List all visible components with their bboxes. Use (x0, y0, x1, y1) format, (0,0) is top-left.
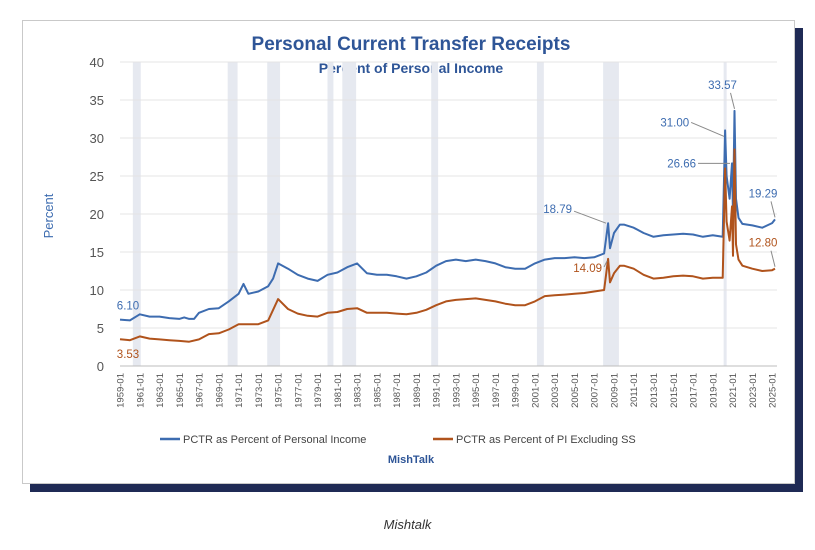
y-tick-label: 20 (90, 207, 104, 222)
x-tick-label: 1965-01 (175, 373, 186, 408)
x-tick-label: 1975-01 (274, 373, 285, 408)
x-tick-label: 1987-01 (392, 373, 403, 408)
x-tick-label: 2023-01 (748, 373, 759, 408)
legend: PCTR as Percent of Personal Income PCTR … (160, 434, 636, 446)
annotation-leader (770, 201, 776, 218)
annotation-leader (730, 92, 736, 109)
x-tick-label: 1985-01 (372, 373, 383, 408)
annotation-leader (603, 260, 608, 268)
annotations: 6.10 3.53 18.79 14.09 31.00 26.66 33.57 19.29 12… (117, 80, 778, 361)
annotation-label: 6.10 (117, 301, 139, 313)
x-tick-label: 1995-01 (471, 373, 482, 408)
x-tick-label: 1993-01 (451, 373, 462, 408)
x-tick-label: 2007-01 (590, 373, 601, 408)
x-tick-label: 2009-01 (609, 373, 620, 408)
annotation-label: 12.80 (749, 238, 778, 250)
x-tick-label: 2019-01 (708, 373, 719, 408)
y-tick-label: 25 (90, 169, 104, 184)
chart-title: Personal Current Transfer Receipts (252, 34, 571, 55)
annotation-leader (690, 121, 725, 137)
annotation-label: 33.57 (708, 80, 737, 92)
annotation-label: 26.66 (667, 158, 696, 170)
y-tick-label: 10 (90, 283, 104, 298)
x-tick-label: 1979-01 (313, 373, 324, 408)
y-tick-labels: 0 5 10 15 20 25 30 35 40 (90, 55, 104, 374)
x-tick-label: 2017-01 (689, 373, 700, 408)
x-tick-label: 1983-01 (353, 373, 364, 408)
annotation-label: 19.29 (749, 188, 778, 200)
x-tick-label: 1977-01 (293, 373, 304, 408)
x-tick-label: 1997-01 (491, 373, 502, 408)
y-tick-label: 30 (90, 131, 104, 146)
legend-label-blue: PCTR as Percent of Personal Income (183, 434, 366, 446)
y-tick-label: 35 (90, 93, 104, 108)
y-tick-label: 15 (90, 245, 104, 260)
y-tick-label: 0 (97, 359, 104, 374)
annotation-leader (573, 210, 607, 224)
x-tick-label: 1963-01 (155, 373, 166, 408)
x-tick-label: 2011-01 (629, 373, 640, 407)
x-tick-label: 2001-01 (530, 373, 541, 408)
series-line-blue (119, 109, 776, 322)
x-tick-label: 2015-01 (669, 373, 680, 408)
x-tick-label: 2021-01 (728, 373, 739, 408)
series-line-orange (119, 148, 776, 343)
x-tick-label: 1969-01 (214, 373, 225, 408)
legend-label-orange: PCTR as Percent of PI Excluding SS (456, 434, 636, 446)
x-tick-label: 1967-01 (195, 373, 206, 408)
x-tick-label: 2003-01 (550, 373, 561, 408)
source-label: MishTalk (388, 454, 435, 466)
x-tick-label: 1971-01 (234, 373, 245, 408)
annotation-label: 18.79 (543, 204, 572, 216)
x-tick-label: 1989-01 (412, 373, 423, 408)
x-tick-labels: 1959-01 1961-01 1963-01 1965-01 1967-01 1969-… (116, 373, 779, 408)
series-lines (119, 109, 776, 343)
x-tick-label: 2025-01 (768, 373, 779, 408)
annotation-label: 14.09 (573, 263, 602, 275)
x-tick-label: 2005-01 (570, 373, 581, 408)
annotation-label: 3.53 (117, 349, 139, 361)
y-axis-label: Percent (41, 193, 56, 238)
annotation-leader (770, 250, 776, 267)
x-tick-label: 1981-01 (333, 373, 344, 408)
gridlines (120, 61, 777, 367)
x-tick-label: 1961-01 (135, 373, 146, 408)
image-caption: Mishtalk (383, 517, 432, 532)
x-tick-label: 1959-01 (116, 373, 127, 408)
y-tick-label: 5 (97, 321, 104, 336)
x-tick-label: 1973-01 (254, 373, 265, 408)
y-tick-label: 40 (90, 55, 104, 70)
annotation-label: 31.00 (660, 117, 689, 129)
x-tick-label: 1999-01 (511, 373, 522, 408)
chart-subtitle: Percent of Personal Income (319, 60, 504, 76)
x-tick-label: 2013-01 (649, 373, 660, 408)
x-tick-label: 1991-01 (432, 373, 443, 408)
